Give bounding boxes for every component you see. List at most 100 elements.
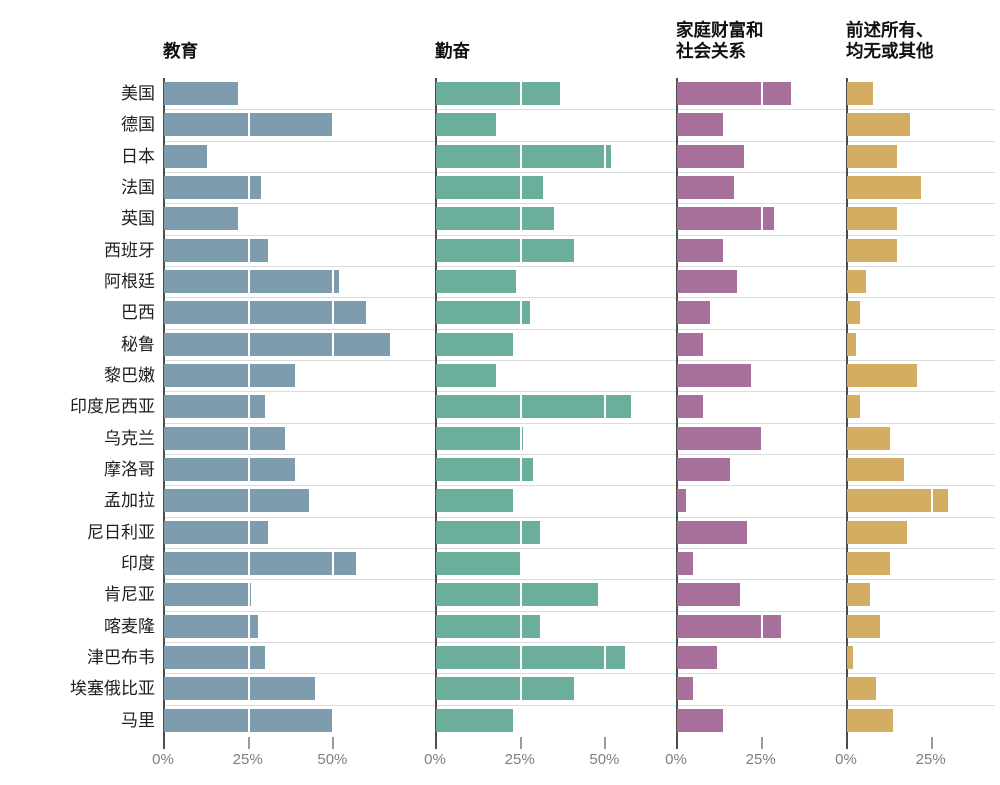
bar-segment bbox=[677, 551, 693, 575]
bar-segment bbox=[164, 144, 208, 168]
bar-segment bbox=[677, 207, 761, 231]
bar-segment bbox=[249, 489, 309, 513]
bar-segment bbox=[436, 645, 520, 669]
axis-tick bbox=[604, 737, 607, 749]
bar-segment bbox=[677, 645, 717, 669]
bar-segment bbox=[249, 426, 285, 450]
country-label: 摩洛哥 bbox=[104, 459, 155, 479]
bar-segment bbox=[164, 82, 238, 105]
country-label: 英国 bbox=[121, 209, 155, 229]
axis-tick-label: 50% bbox=[589, 751, 620, 768]
row-separator bbox=[163, 266, 995, 267]
country-label: 黎巴嫩 bbox=[104, 365, 155, 385]
row-separator bbox=[163, 485, 995, 486]
bar-segment bbox=[606, 144, 612, 168]
bar-segment bbox=[847, 457, 904, 481]
axis-tick-label: 25% bbox=[915, 751, 946, 768]
bar-segment bbox=[847, 269, 867, 293]
bar-segment bbox=[436, 144, 520, 168]
bar-segment bbox=[847, 82, 874, 105]
bar-segment bbox=[164, 238, 248, 262]
bar-segment bbox=[521, 207, 554, 231]
bar-segment bbox=[436, 113, 496, 137]
bar-segment bbox=[847, 113, 911, 137]
bar-segment bbox=[249, 551, 333, 575]
bar-segment bbox=[249, 457, 296, 481]
bar-segment bbox=[677, 583, 741, 607]
axis-tick bbox=[930, 737, 933, 749]
row-separator bbox=[163, 235, 995, 236]
axis-tick bbox=[760, 737, 763, 749]
bar-segment bbox=[847, 426, 891, 450]
bar-segment bbox=[847, 332, 857, 356]
bar-segment bbox=[436, 426, 520, 450]
country-label: 马里 bbox=[121, 710, 155, 730]
bar-segment bbox=[677, 332, 704, 356]
bar-segment bbox=[249, 301, 333, 325]
bar-segment bbox=[847, 238, 897, 262]
axis-tick bbox=[247, 737, 250, 749]
axis-tick-label: 25% bbox=[504, 751, 535, 768]
bar-segment bbox=[677, 144, 744, 168]
bar-segment bbox=[677, 269, 737, 293]
panel-title-family-wealth: 家庭财富和 社会关系 bbox=[676, 20, 764, 61]
row-separator bbox=[163, 548, 995, 549]
row-separator bbox=[163, 579, 995, 580]
bar-segment bbox=[334, 551, 357, 575]
bar-segment bbox=[164, 551, 248, 575]
bar-segment bbox=[762, 207, 775, 231]
bar-segment bbox=[677, 82, 761, 105]
bar-segment bbox=[436, 708, 513, 732]
bar-segment bbox=[164, 113, 248, 137]
row-separator bbox=[163, 172, 995, 173]
axis-tick-label: 25% bbox=[745, 751, 776, 768]
axis-tick bbox=[519, 737, 522, 749]
bar-segment bbox=[847, 677, 877, 701]
bar-segment bbox=[436, 489, 513, 513]
bar-segment bbox=[677, 708, 724, 732]
bar-segment bbox=[677, 301, 710, 325]
bar-segment bbox=[521, 82, 561, 105]
bar-segment bbox=[436, 677, 520, 701]
bar-segment bbox=[164, 645, 248, 669]
country-label: 美国 bbox=[121, 84, 155, 103]
bar-segment bbox=[436, 363, 496, 387]
bar-segment bbox=[249, 238, 268, 262]
bar-segment bbox=[677, 426, 761, 450]
bar-segment bbox=[677, 113, 724, 137]
axis-tick-label: 0% bbox=[665, 751, 687, 768]
bar-segment bbox=[436, 583, 520, 607]
bar-segment bbox=[249, 113, 333, 137]
axis-tick-label: 0% bbox=[152, 751, 174, 768]
bar-segment bbox=[436, 269, 517, 293]
row-separator bbox=[163, 454, 995, 455]
bar-segment bbox=[521, 520, 540, 544]
bar-segment bbox=[677, 363, 751, 387]
axis-tick-label: 0% bbox=[835, 751, 857, 768]
bar-segment bbox=[436, 520, 520, 544]
bar-segment bbox=[847, 144, 897, 168]
bar-segment bbox=[249, 583, 252, 607]
country-label: 印度尼西亚 bbox=[70, 397, 155, 417]
row-separator bbox=[163, 642, 995, 643]
row-separator bbox=[163, 360, 995, 361]
bar-segment bbox=[677, 520, 748, 544]
panel-title-hard-work: 勤奋 bbox=[435, 41, 470, 61]
country-label: 法国 bbox=[121, 177, 155, 197]
bar-segment bbox=[436, 238, 520, 262]
bar-segment bbox=[847, 175, 921, 199]
bar-segment bbox=[521, 457, 534, 481]
bar-segment bbox=[847, 301, 860, 325]
row-separator bbox=[163, 705, 995, 706]
bar-segment bbox=[334, 332, 390, 356]
bar-segment bbox=[436, 551, 520, 575]
bar-segment bbox=[932, 489, 948, 513]
bar-segment bbox=[847, 583, 870, 607]
axis-tick-label: 25% bbox=[232, 751, 263, 768]
bar-segment bbox=[164, 677, 248, 701]
row-separator bbox=[163, 673, 995, 674]
bar-segment bbox=[521, 395, 605, 419]
bar-segment bbox=[847, 489, 931, 513]
row-separator bbox=[163, 109, 995, 110]
bar-segment bbox=[762, 614, 781, 638]
